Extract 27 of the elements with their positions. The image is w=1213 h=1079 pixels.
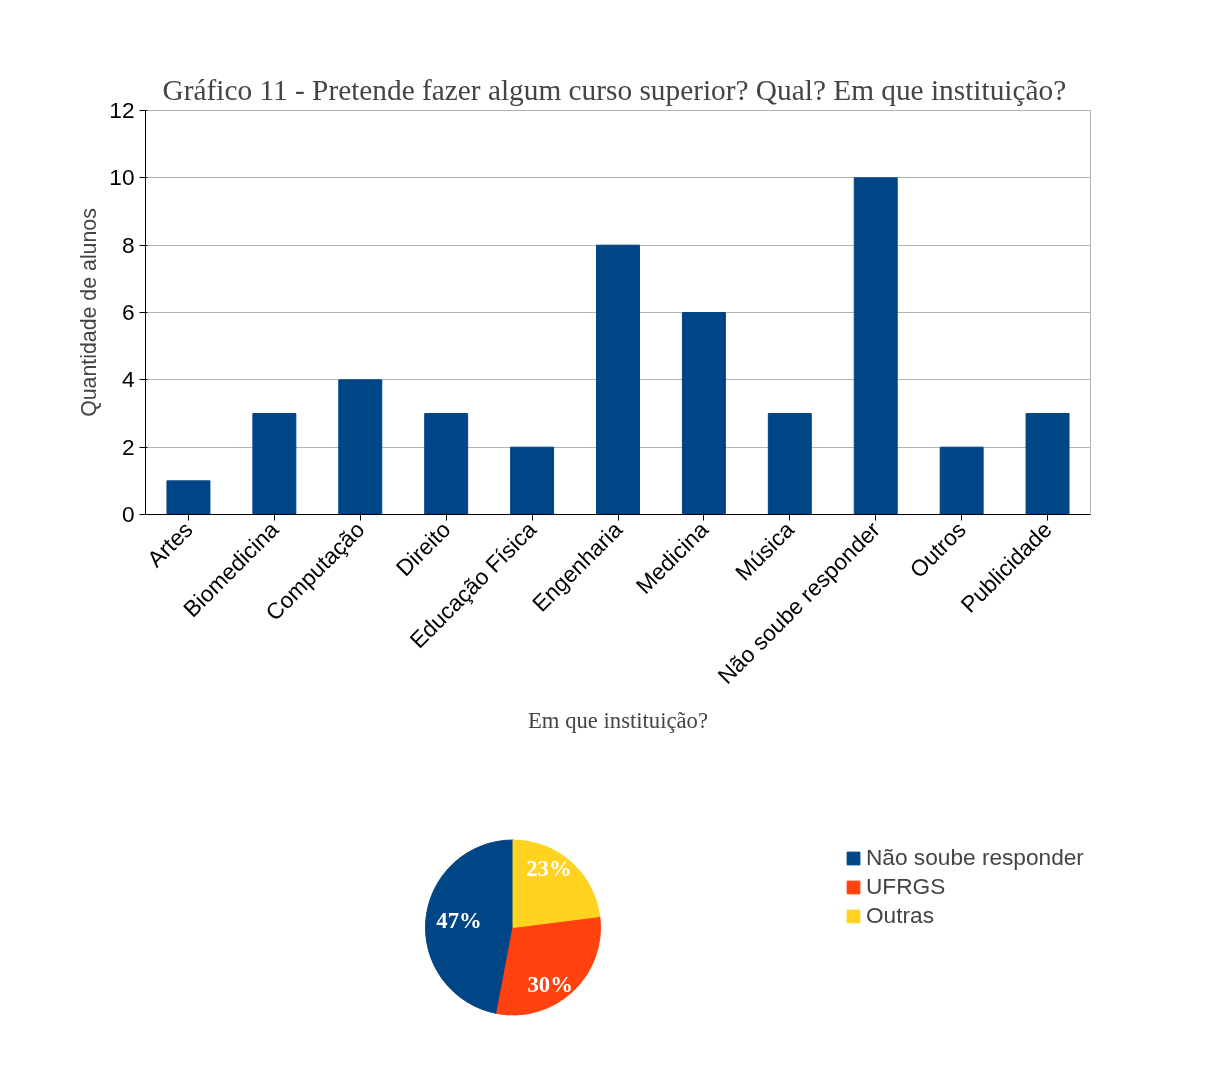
chart-title: Gráfico 11 - Pretende fazer algum curso superior? Qual? Em que instituição? bbox=[162, 73, 1067, 106]
legend-label: UFRGS bbox=[866, 873, 947, 900]
bar bbox=[939, 446, 984, 515]
chart-title: Em que instituição? bbox=[528, 707, 708, 733]
y-tick-label: 0 bbox=[121, 501, 135, 527]
bar bbox=[424, 413, 469, 515]
y-tick-label: 6 bbox=[121, 299, 135, 325]
y-axis-title: Quantidade de alunos bbox=[77, 208, 102, 417]
y-tick-label: 10 bbox=[109, 164, 135, 191]
data-label: 47% bbox=[436, 907, 482, 933]
y-tick-label: 2 bbox=[121, 433, 135, 460]
bar bbox=[510, 446, 555, 515]
legend-label: Não soube responder bbox=[866, 844, 1085, 871]
data-label: 30% bbox=[527, 972, 573, 998]
bar bbox=[681, 312, 726, 515]
data-label: 23% bbox=[526, 856, 572, 882]
y-tick-label: 8 bbox=[121, 231, 135, 258]
bar bbox=[596, 244, 640, 515]
bar bbox=[166, 480, 211, 515]
y-tick-label: 12 bbox=[109, 97, 135, 123]
y-tick-label: 4 bbox=[121, 366, 135, 393]
legend-label: Outras bbox=[866, 902, 935, 929]
bar bbox=[338, 379, 383, 515]
bar bbox=[1025, 413, 1070, 515]
bar bbox=[853, 177, 898, 515]
bar bbox=[767, 413, 812, 515]
bar bbox=[252, 413, 297, 515]
